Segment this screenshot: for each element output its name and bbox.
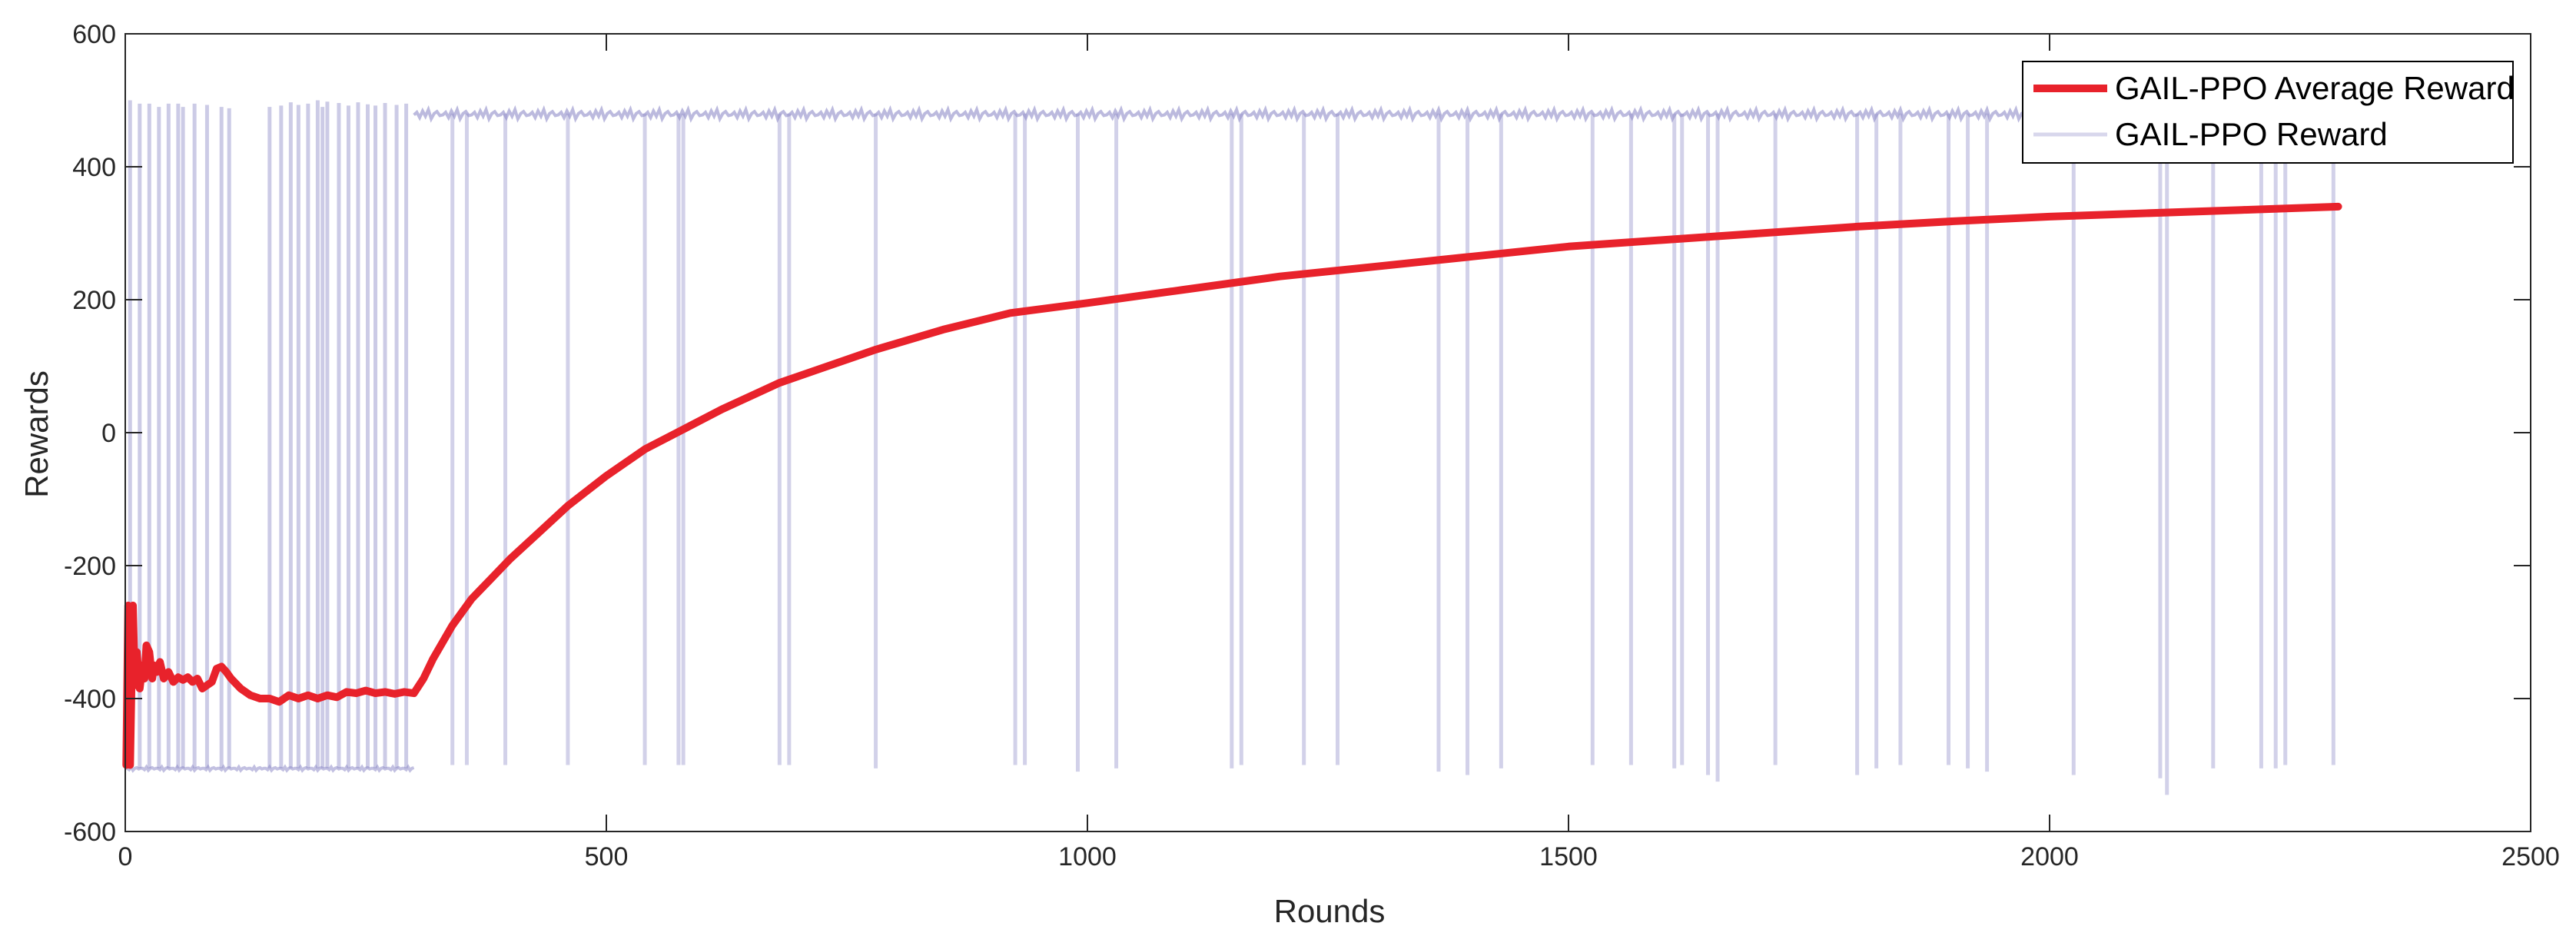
x-tick-label-500: 500: [585, 842, 629, 871]
series-reward: [125, 100, 2339, 795]
x-tick-label-2500: 2500: [2501, 842, 2560, 871]
legend-label-reward: GAIL-PPO Reward: [2115, 116, 2388, 152]
plot-content: [122, 100, 2342, 795]
reward-early-band: [125, 764, 415, 773]
x-tick-label-2000: 2000: [2020, 842, 2079, 871]
y-tick-label--600: -600: [64, 818, 116, 847]
y-tick-label-0: 0: [101, 419, 116, 448]
y-axis-title: Rewards: [18, 370, 55, 498]
x-axis-title: Rounds: [1274, 893, 1386, 929]
legend-label-average-reward: GAIL-PPO Average Reward: [2115, 70, 2515, 106]
series-average-reward: [122, 202, 2342, 769]
axes: 0 500 1000 1500 2000 2500 -600 -400 -200 0 200 400 6…: [64, 20, 2560, 871]
x-tick-label-1500: 1500: [1539, 842, 1598, 871]
x-tick-label-1000: 1000: [1058, 842, 1117, 871]
legend: GAIL-PPO Average Reward GAIL-PPO Reward: [2022, 61, 2515, 164]
y-tick-label--200: -200: [64, 552, 116, 581]
y-tick-label-600: 600: [72, 20, 116, 49]
legend-box: [2022, 61, 2514, 164]
y-tick-label-400: 400: [72, 153, 116, 182]
reward-late-band: [413, 105, 2339, 123]
x-tick-label-0: 0: [118, 842, 133, 871]
y-tick-label--400: -400: [64, 685, 116, 714]
y-tick-label-200: 200: [72, 286, 116, 315]
